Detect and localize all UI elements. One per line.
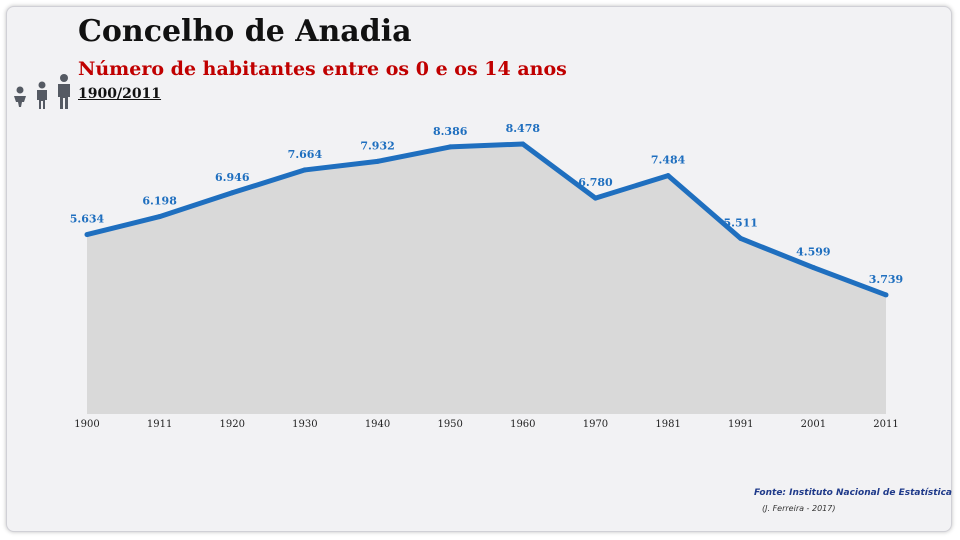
child-icon xyxy=(37,81,47,109)
series-line xyxy=(86,141,887,298)
x-tick-label: 1911 xyxy=(147,419,172,430)
x-tick-label: 1991 xyxy=(728,419,753,430)
data-label: 7.664 xyxy=(288,148,323,161)
adult-icon xyxy=(58,74,70,109)
data-point xyxy=(375,158,381,164)
area-fill xyxy=(87,144,886,414)
x-tick-label: 1940 xyxy=(365,419,390,430)
x-tick-label: 1920 xyxy=(220,419,245,430)
x-tick-label: 1960 xyxy=(510,419,535,430)
data-point xyxy=(592,195,598,201)
x-tick-label: 1970 xyxy=(583,419,608,430)
data-point xyxy=(229,190,235,196)
x-tick-label: 1900 xyxy=(74,419,99,430)
data-point xyxy=(157,214,163,220)
baby-icon xyxy=(14,86,26,107)
x-tick-label: 2001 xyxy=(801,419,826,430)
data-label: 6.198 xyxy=(142,195,177,208)
data-point xyxy=(520,141,526,147)
data-point xyxy=(883,292,889,298)
data-label: 8.478 xyxy=(506,122,541,135)
data-point xyxy=(447,144,453,150)
data-label: 5.511 xyxy=(724,216,758,229)
data-point xyxy=(84,232,90,238)
data-label: 4.599 xyxy=(796,246,830,259)
data-point xyxy=(738,235,744,241)
data-label: 7.484 xyxy=(651,154,686,167)
data-point xyxy=(810,265,816,271)
chart-subtitle: Número de habitantes entre os 0 e os 14 … xyxy=(78,58,567,80)
source-note: Fonte: Instituto Nacional de Estatística xyxy=(753,488,952,498)
x-tick-label: 2011 xyxy=(873,419,898,430)
age-group-icons xyxy=(14,74,70,109)
data-point xyxy=(665,173,671,179)
x-tick-label: 1981 xyxy=(655,419,680,430)
period-label: 1900/2011 xyxy=(78,86,162,102)
data-label: 3.739 xyxy=(869,273,903,286)
data-label: 6.780 xyxy=(578,176,613,189)
x-tick-label: 1930 xyxy=(292,419,317,430)
data-label: 8.386 xyxy=(433,125,468,138)
x-tick-label: 1950 xyxy=(437,419,462,430)
data-point xyxy=(302,167,308,173)
data-label: 6.946 xyxy=(215,171,250,184)
author-note: (J. Ferreira - 2017) xyxy=(762,504,836,513)
data-label: 5.634 xyxy=(70,213,105,226)
data-label: 7.932 xyxy=(360,139,394,152)
page-title: Concelho de Anadia xyxy=(78,14,412,49)
